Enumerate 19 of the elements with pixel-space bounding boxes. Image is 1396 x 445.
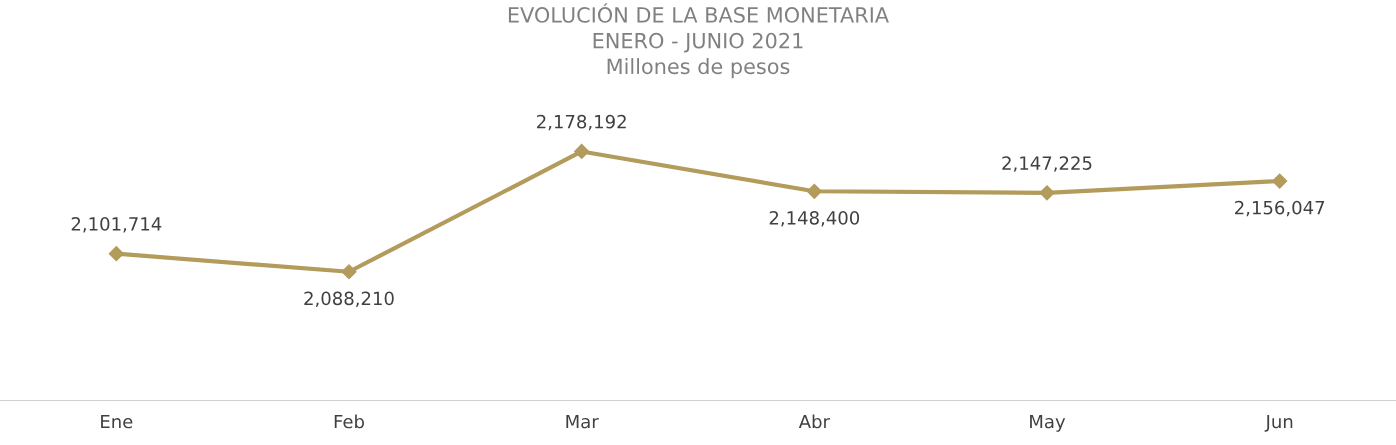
- x-tick-label: Abr: [798, 414, 830, 429]
- point: [1039, 185, 1055, 201]
- point: [574, 143, 590, 160]
- point: [806, 183, 822, 199]
- data-label: 2,088,210: [304, 291, 394, 308]
- point: [1272, 173, 1288, 189]
- point: [341, 264, 357, 280]
- point: [108, 246, 124, 262]
- data-label: 2,156,047: [1235, 200, 1325, 217]
- x-tick-label: Mar: [566, 414, 599, 429]
- x-tick-label: Feb: [334, 414, 364, 429]
- data-label: 2,178,192: [537, 114, 626, 131]
- data-label: 2,148,400: [769, 211, 860, 227]
- x-tick-label: Jun: [1264, 414, 1293, 432]
- x-tick-label: Ene: [101, 414, 133, 429]
- x-tick-label: May: [1030, 414, 1066, 432]
- data-label: 2,101,714: [71, 217, 162, 233]
- data-label: 2,147,225: [1002, 156, 1092, 172]
- chart-title: EVOLUCIÓN DE LA BASE MONETARIA ENERO - JUNIO 2021 Millones de pesos: [508, 3, 889, 79]
